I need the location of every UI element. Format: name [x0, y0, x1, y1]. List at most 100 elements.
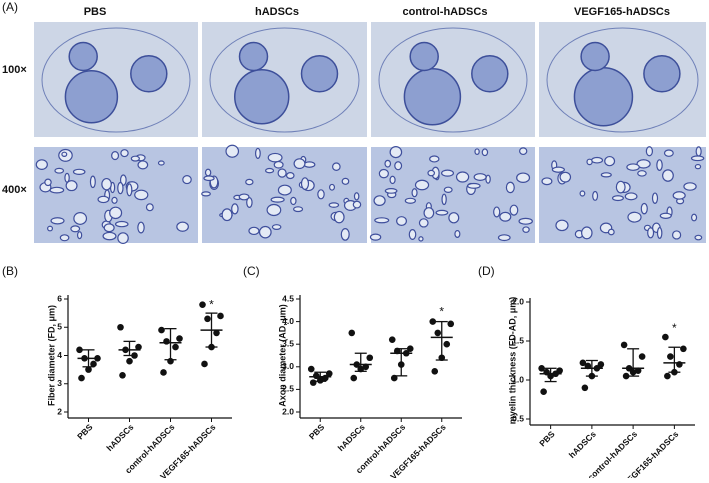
fiber	[111, 196, 118, 204]
significance: *	[672, 321, 677, 335]
nerve-outline	[378, 27, 528, 133]
fiber	[76, 231, 83, 240]
data-point	[309, 379, 317, 386]
y-tick-label: 6	[57, 293, 62, 303]
fiber	[516, 172, 531, 183]
fiber	[267, 152, 283, 163]
fiber	[373, 195, 386, 206]
column-header: hADSCs	[255, 6, 299, 18]
data-point	[201, 360, 208, 368]
micrograph-100x	[202, 22, 367, 137]
fiber	[245, 178, 254, 186]
fascicle	[403, 68, 462, 126]
fiber	[541, 177, 553, 186]
panel-label: (A)	[2, 0, 18, 14]
fascicle	[130, 55, 168, 93]
fiber	[499, 211, 512, 222]
data-point	[76, 346, 83, 354]
fiber	[418, 236, 424, 242]
fiber	[604, 155, 616, 167]
fiber	[394, 161, 403, 171]
y-tick-label: 3.0	[282, 361, 294, 371]
fiber	[481, 148, 489, 157]
fiber	[427, 169, 436, 177]
fiber	[353, 192, 360, 201]
fiber	[303, 161, 316, 168]
fiber	[518, 217, 533, 225]
fiber	[624, 192, 638, 201]
fiber	[332, 162, 341, 171]
fiber	[328, 183, 336, 191]
fascicle	[643, 55, 681, 93]
fiber	[117, 181, 124, 195]
data-point	[540, 388, 547, 396]
fiber	[44, 178, 52, 187]
fiber	[454, 229, 461, 239]
fiber	[72, 168, 86, 175]
fiber	[134, 189, 149, 201]
fiber	[672, 191, 686, 200]
nerve-outline	[41, 27, 191, 133]
fiber	[626, 163, 640, 171]
y-tick-label: 5	[57, 322, 62, 332]
data-point	[163, 338, 170, 345]
fiber	[651, 192, 659, 204]
nerve-outline	[546, 27, 699, 133]
data-point	[204, 315, 211, 323]
column-header: PBS	[84, 6, 107, 18]
fascicle	[300, 55, 339, 93]
fiber	[559, 171, 572, 183]
x-tick-label: PBS	[75, 422, 95, 442]
fiber	[266, 203, 282, 217]
fiber	[396, 216, 407, 227]
fiber	[615, 180, 626, 194]
data-point	[447, 320, 455, 328]
fiber	[435, 209, 449, 216]
x-tick-label: hADSCs	[567, 429, 598, 460]
fiber	[97, 195, 110, 204]
fiber	[645, 146, 654, 157]
fiber	[467, 182, 481, 189]
fiber	[225, 144, 240, 158]
fiber	[277, 184, 292, 196]
data-point	[667, 353, 674, 360]
fiber	[145, 203, 154, 212]
fiber	[455, 171, 470, 183]
fiber	[130, 155, 140, 162]
fiber	[579, 190, 586, 197]
data-point	[117, 323, 124, 331]
fiber	[70, 225, 81, 233]
fiber	[137, 160, 149, 170]
fiber	[429, 155, 440, 163]
data-point	[199, 301, 206, 308]
fiber	[586, 158, 593, 166]
y-tick-label: 4.0	[282, 316, 294, 326]
y-axis-title: Axon diameter (AD, μm)	[277, 304, 287, 407]
fiber	[341, 177, 350, 185]
data-point	[90, 360, 97, 368]
fiber	[293, 206, 304, 213]
y-tick-label: 0.5	[512, 413, 524, 423]
fiber	[448, 212, 460, 224]
data-point	[581, 384, 589, 392]
data-point	[680, 345, 687, 353]
fiber	[656, 227, 663, 239]
fiber	[221, 208, 233, 222]
fiber	[408, 228, 417, 240]
fascicle	[238, 41, 269, 72]
fiber	[384, 188, 398, 194]
fiber	[384, 159, 392, 168]
fiber	[636, 159, 651, 169]
fiber	[109, 206, 123, 220]
fiber	[258, 225, 272, 239]
data-point	[158, 326, 165, 334]
micrograph-100x	[34, 22, 198, 137]
y-axis-title: Fiber diameter (FD, μm)	[46, 305, 56, 406]
data-point	[213, 329, 220, 337]
fiber	[627, 211, 642, 223]
data-point	[662, 333, 669, 341]
x-tick-label: PBS	[537, 429, 557, 449]
fiber	[328, 202, 340, 208]
fiber	[443, 186, 453, 193]
y-tick-label: 3.5	[282, 338, 294, 348]
